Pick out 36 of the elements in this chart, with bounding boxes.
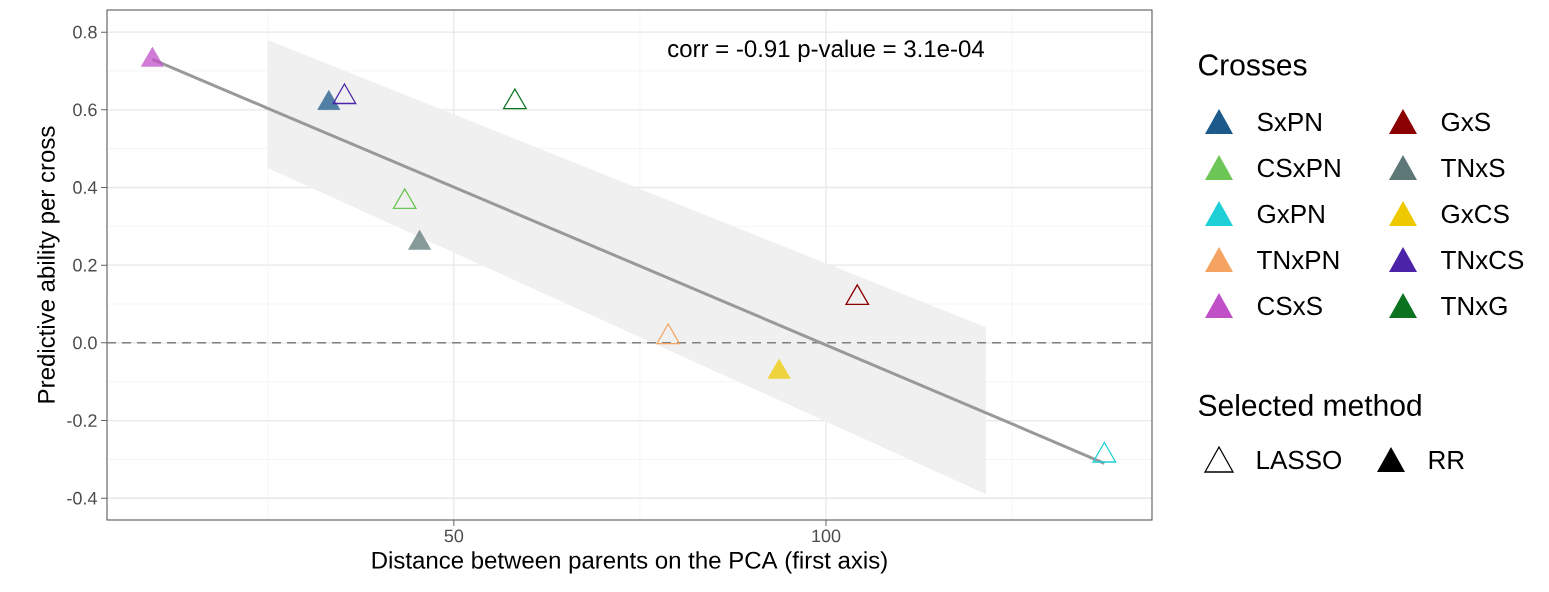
y-tick-label: -0.4 [67, 491, 97, 505]
x-axis-title: Distance between parents on the PCA (first axis) [372, 551, 887, 574]
point [332, 83, 357, 105]
y-tick-label: -0.2 [67, 414, 97, 427]
y-tick-label: 0.6 [73, 103, 97, 117]
y-tick-label: 0.8 [73, 25, 97, 39]
legend-label: SxPN [1257, 112, 1321, 132]
point [408, 229, 432, 250]
x-tick-label: 100 [812, 529, 841, 543]
legend-label: TNxPN [1257, 251, 1339, 269]
point [392, 188, 417, 210]
point [845, 284, 870, 305]
legend-label: CSxPN [1257, 158, 1340, 178]
point [140, 46, 164, 67]
legend-label: GxCS [1441, 204, 1509, 224]
y-axis-title: Predictive ability per cross [37, 126, 60, 403]
y-tick-label: 0.2 [73, 258, 97, 272]
legend-label: TNxS [1441, 158, 1505, 178]
y-tick-label: 0.4 [73, 181, 97, 194]
text: RR [1429, 451, 1464, 469]
legend-label: TNxG [1441, 296, 1507, 316]
legend-label: GxS [1441, 112, 1490, 132]
x-tick-label: 50 [444, 529, 464, 543]
point [502, 88, 527, 110]
annotation: corr = -0.91 p-value = 3.1e-04 [668, 39, 984, 62]
legend-title: Crosses [1199, 54, 1307, 76]
text: Selected method [1198, 393, 1421, 417]
legend-label: CSxS [1257, 296, 1322, 316]
point [767, 358, 791, 379]
legend-label: TNxCS [1441, 250, 1524, 270]
legend-label: GxPN [1257, 204, 1324, 224]
point [1092, 441, 1117, 463]
point [317, 90, 341, 110]
y-tick-label: 0.0 [73, 336, 97, 350]
point [656, 323, 681, 345]
text: LASSO [1257, 450, 1342, 470]
